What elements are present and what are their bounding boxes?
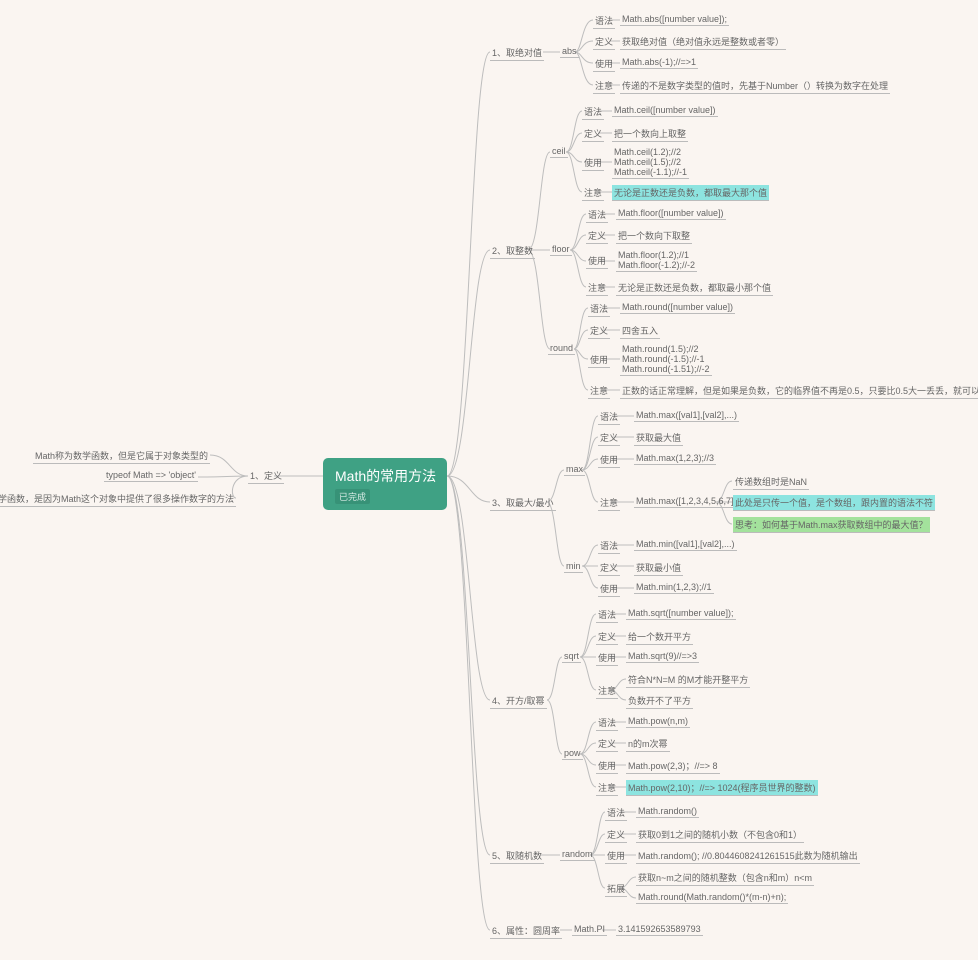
s4-pow[interactable]: pow bbox=[562, 747, 583, 760]
min-def-l: 定义 bbox=[598, 560, 620, 576]
min-def: 获取最小值 bbox=[634, 560, 683, 576]
s2-floor[interactable]: floor bbox=[550, 243, 572, 256]
left-l1[interactable]: Math称为数学函数，但是它属于对象类型的 bbox=[33, 448, 210, 464]
sqrt-use: Math.sqrt(9)//=>3 bbox=[626, 650, 699, 663]
floor-note-l: 注意 bbox=[586, 280, 608, 296]
floor-syn-l: 语法 bbox=[586, 207, 608, 223]
pow-use: Math.pow(2,3)；//=> 8 bbox=[626, 758, 720, 774]
pow-use-l: 使用 bbox=[596, 758, 618, 774]
root-node[interactable]: Math的常用方法 已完成 bbox=[323, 458, 447, 510]
max-note: Math.max([1,2,3,4,5,6,7]) bbox=[634, 495, 739, 508]
rand-def-l: 定义 bbox=[605, 827, 627, 843]
sqrt-n2: 负数开不了平方 bbox=[626, 693, 693, 709]
rand-ext-l: 拓展 bbox=[605, 881, 627, 897]
rand-use-l: 使用 bbox=[605, 848, 627, 864]
min-syn-l: 语法 bbox=[598, 538, 620, 554]
floor-syn: Math.floor([number value]) bbox=[616, 207, 726, 220]
s3[interactable]: 3、取最大/最小 bbox=[490, 495, 556, 511]
ceil-use-l: 使用 bbox=[582, 155, 604, 171]
abs-use: Math.abs(-1);//=>1 bbox=[620, 56, 698, 69]
abs-def: 获取绝对值（绝对值永远是整数或者零） bbox=[620, 34, 786, 50]
max-nn3: 思考：如何基于Math.max获取数组中的最大值？ bbox=[733, 517, 930, 533]
pow-note: Math.pow(2,10)；//=> 1024(程序员世界的整数) bbox=[626, 780, 818, 796]
s4[interactable]: 4、开方/取幂 bbox=[490, 693, 547, 709]
max-def-l: 定义 bbox=[598, 430, 620, 446]
ceil-syn-l: 语法 bbox=[582, 104, 604, 120]
s1[interactable]: 1、取绝对值 bbox=[490, 45, 544, 61]
ceil-note: 无论是正数还是负数，都取最大那个值 bbox=[612, 185, 769, 201]
abs-syn-l: 语法 bbox=[593, 13, 615, 29]
root-badge: 已完成 bbox=[335, 489, 370, 504]
pow-note-l: 注意 bbox=[596, 780, 618, 796]
left-def[interactable]: 1、定义 bbox=[248, 468, 284, 484]
round-use-l: 使用 bbox=[588, 352, 610, 368]
abs-def-l: 定义 bbox=[593, 34, 615, 50]
ceil-def: 把一个数向上取整 bbox=[612, 126, 688, 142]
sqrt-n1: 符合N*N=M 的M才能开整平方 bbox=[626, 672, 750, 688]
max-nn1: 传递数组时是NaN bbox=[733, 474, 809, 490]
floor-def-l: 定义 bbox=[586, 228, 608, 244]
s2[interactable]: 2、取整数 bbox=[490, 243, 535, 259]
s1-abs[interactable]: abs bbox=[560, 45, 579, 58]
sqrt-def: 给一个数开平方 bbox=[626, 629, 693, 645]
s2-ceil[interactable]: ceil bbox=[550, 145, 568, 158]
rand-e1: 获取n~m之间的随机整数（包含n和m）n<m bbox=[636, 870, 814, 886]
sqrt-syn: Math.sqrt([number value]); bbox=[626, 607, 736, 620]
round-note: 正数的话正常理解，但是如果是负数，它的临界值不再是0.5，只要比0.5大一丢丢，… bbox=[620, 383, 978, 399]
max-note-l: 注意 bbox=[598, 495, 620, 511]
round-def: 四舍五入 bbox=[620, 323, 660, 339]
pow-def: n的m次幂 bbox=[626, 736, 670, 752]
left-l2[interactable]: typeof Math => 'object' bbox=[104, 469, 198, 482]
floor-use: Math.floor(1.2);//1 Math.floor(-1.2);//-… bbox=[616, 249, 697, 272]
ceil-note-l: 注意 bbox=[582, 185, 604, 201]
s2-round[interactable]: round bbox=[548, 342, 575, 355]
ceil-syn: Math.ceil([number value]) bbox=[612, 104, 718, 117]
s6-pi[interactable]: Math.PI bbox=[572, 923, 607, 936]
abs-syn: Math.abs([number value]); bbox=[620, 13, 729, 26]
round-note-l: 注意 bbox=[588, 383, 610, 399]
s5[interactable]: 5、取随机数 bbox=[490, 848, 544, 864]
rand-use: Math.random(); //0.8044608241261515此数为随机… bbox=[636, 848, 860, 864]
max-def: 获取最大值 bbox=[634, 430, 683, 446]
rand-syn: Math.random() bbox=[636, 805, 699, 818]
max-use-l: 使用 bbox=[598, 452, 620, 468]
rand-e2: Math.round(Math.random()*(m-n)+n); bbox=[636, 891, 788, 904]
s3-max[interactable]: max bbox=[564, 463, 585, 476]
min-use-l: 使用 bbox=[598, 581, 620, 597]
abs-use-l: 使用 bbox=[593, 56, 615, 72]
s3-min[interactable]: min bbox=[564, 560, 583, 573]
s6[interactable]: 6、属性：圆周率 bbox=[490, 923, 562, 939]
rand-syn-l: 语法 bbox=[605, 805, 627, 821]
round-def-l: 定义 bbox=[588, 323, 610, 339]
pow-syn: Math.pow(n,m) bbox=[626, 715, 690, 728]
max-syn-l: 语法 bbox=[598, 409, 620, 425]
sqrt-note-l: 注意 bbox=[596, 683, 618, 699]
rand-def: 获取0到1之间的随机小数（不包含0和1） bbox=[636, 827, 804, 843]
s5-random[interactable]: random bbox=[560, 848, 595, 861]
round-syn-l: 语法 bbox=[588, 301, 610, 317]
floor-def: 把一个数向下取整 bbox=[616, 228, 692, 244]
max-use: Math.max(1,2,3);//3 bbox=[634, 452, 716, 465]
ceil-use: Math.ceil(1.2);//2 Math.ceil(1.5);//2 Ma… bbox=[612, 146, 689, 179]
abs-note-l: 注意 bbox=[593, 78, 615, 94]
sqrt-def-l: 定义 bbox=[596, 629, 618, 645]
min-syn: Math.min([val1],[val2],...) bbox=[634, 538, 737, 551]
left-l3[interactable]: 之所以叫做数学函数，是因为Math这个对象中提供了很多操作数字的方法 bbox=[0, 491, 236, 507]
ceil-def-l: 定义 bbox=[582, 126, 604, 142]
abs-note: 传递的不是数字类型的值时，先基于Number（）转换为数字在处理 bbox=[620, 78, 890, 94]
floor-use-l: 使用 bbox=[586, 253, 608, 269]
s4-sqrt[interactable]: sqrt bbox=[562, 650, 581, 663]
max-syn: Math.max([val1],[val2],...) bbox=[634, 409, 739, 422]
min-use: Math.min(1,2,3);//1 bbox=[634, 581, 714, 594]
max-nn2: 此处是只传一个值，是个数组，跟内置的语法不符 bbox=[733, 495, 935, 511]
pow-def-l: 定义 bbox=[596, 736, 618, 752]
round-use: Math.round(1.5);//2 Math.round(-1.5);//-… bbox=[620, 343, 712, 376]
sqrt-syn-l: 语法 bbox=[596, 607, 618, 623]
floor-note: 无论是正数还是负数，都取最小那个值 bbox=[616, 280, 773, 296]
pow-syn-l: 语法 bbox=[596, 715, 618, 731]
root-title: Math的常用方法 bbox=[335, 466, 435, 486]
s6-val: 3.141592653589793 bbox=[616, 923, 703, 936]
round-syn: Math.round([number value]) bbox=[620, 301, 735, 314]
sqrt-use-l: 使用 bbox=[596, 650, 618, 666]
